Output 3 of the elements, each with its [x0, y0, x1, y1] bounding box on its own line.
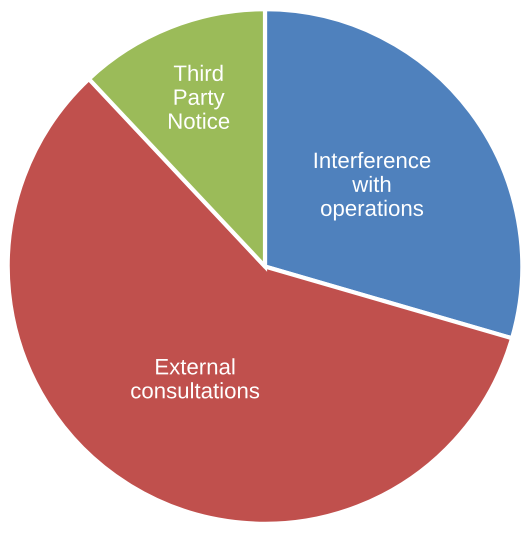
slice-label: Interference with operations — [314, 152, 430, 220]
slice-label: Third Party Notice — [169, 64, 230, 129]
slice-label: External consultations — [131, 358, 260, 399]
